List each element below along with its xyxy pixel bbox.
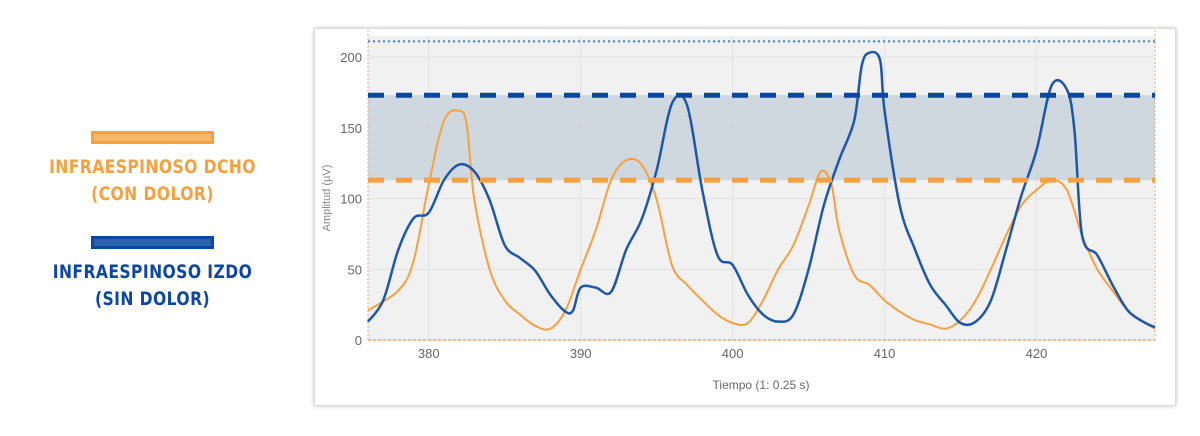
- legend-label-line1: INFRAESPINOSO IZDO: [52, 261, 253, 283]
- threshold-band: [368, 95, 1155, 181]
- legend-label-line2: (SIN DOLOR): [94, 288, 211, 310]
- legend-label-line1: INFRAESPINOSO DCHO: [49, 156, 256, 178]
- legend-label-line2: (CON DOLOR): [91, 183, 214, 205]
- x-axis-label: Tiempo (1: 0.25 s): [713, 378, 810, 392]
- legend-item-dcho: INFRAESPINOSO DCHO (CON DOLOR): [20, 131, 285, 208]
- legend-swatch-orange: [91, 131, 214, 144]
- x-tick-label: 390: [570, 346, 592, 361]
- y-axis-label: Amplitud (µV): [321, 165, 333, 232]
- x-tick-label: 420: [1026, 346, 1048, 361]
- legend-item-izdo: INFRAESPINOSO IZDO (SIN DOLOR): [20, 236, 285, 313]
- legend-swatch-blue: [91, 236, 214, 249]
- y-tick-label: 150: [340, 121, 362, 136]
- y-tick-label: 50: [348, 262, 362, 277]
- x-tick-label: 380: [418, 346, 440, 361]
- x-tick-label: 410: [874, 346, 896, 361]
- series-line-izdo: [366, 50, 1156, 329]
- series-line-dcho: [367, 109, 1156, 331]
- y-tick-label: 200: [340, 50, 362, 65]
- y-tick-label: 100: [340, 192, 362, 207]
- x-tick-label: 400: [722, 346, 744, 361]
- y-tick-label: 0: [355, 333, 362, 348]
